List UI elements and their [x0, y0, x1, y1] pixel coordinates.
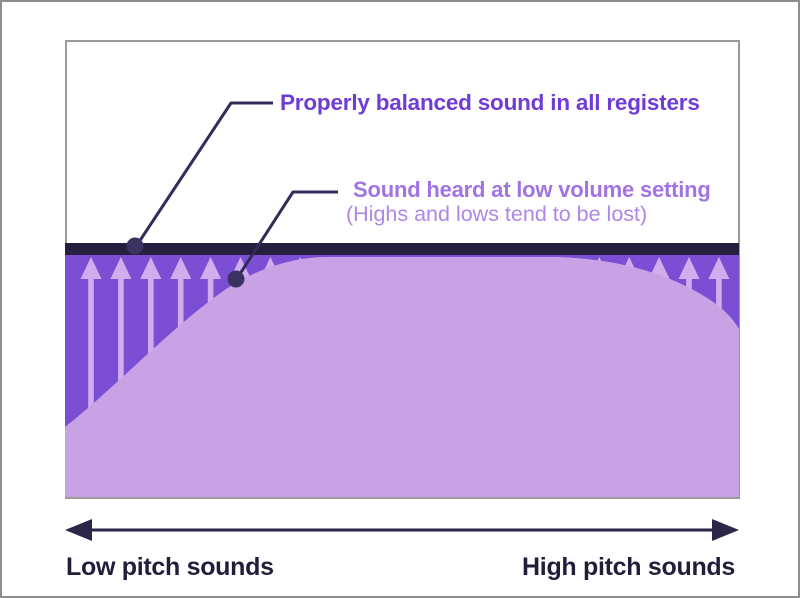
low-pitch-label: Low pitch sounds [66, 553, 274, 581]
low-volume-label: Sound heard at low volume setting [353, 177, 711, 202]
pitch-axis-left-arrow-icon [65, 519, 92, 541]
balanced-sound-label: Properly balanced sound in all registers [280, 90, 700, 115]
low-volume-sublabel: (Highs and lows tend to be lost) [346, 202, 648, 226]
pitch-axis-right-arrow-icon [712, 519, 739, 541]
high-pitch-label: High pitch sounds [522, 553, 735, 581]
